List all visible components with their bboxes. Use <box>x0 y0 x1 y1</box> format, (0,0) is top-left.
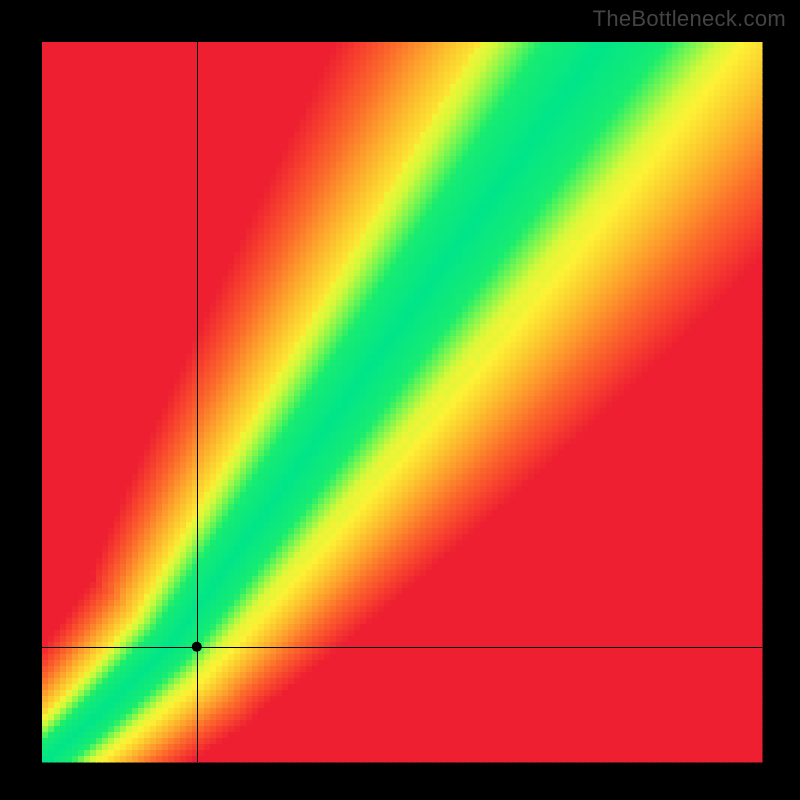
watermark-text: TheBottleneck.com <box>593 6 786 32</box>
heatmap-plot <box>0 0 800 800</box>
